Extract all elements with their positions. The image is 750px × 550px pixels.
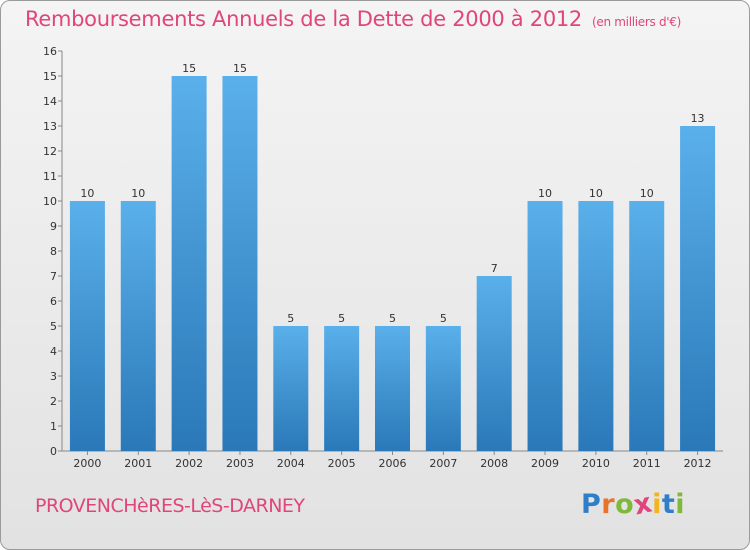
logo-letter: i [675,489,686,520]
bar [222,76,258,451]
y-tick-label: 9 [50,220,57,233]
y-tick-label: 15 [43,70,57,83]
logo-letter: i [652,489,662,520]
bar-value-label: 5 [440,312,447,325]
logo-letter: o [615,489,635,520]
chart-title-text: Remboursements Annuels de la Dette de 20… [25,7,582,31]
x-tick-label: 2005 [328,457,356,470]
y-tick-label: 5 [50,320,57,333]
x-tick-label: 2000 [73,457,101,470]
logo-letter: P [581,489,602,520]
logo-letter: r [601,489,616,520]
y-tick-label: 0 [50,445,57,458]
y-tick-label: 8 [50,245,57,258]
y-tick-label: 3 [50,370,57,383]
x-tick-label: 2004 [277,457,305,470]
logo-letter: t [661,489,676,520]
bar-value-label: 10 [640,187,654,200]
x-tick-label: 2012 [684,457,712,470]
bar [171,76,207,451]
bar-value-label: 10 [131,187,145,200]
x-tick-label: 2001 [124,457,152,470]
chart-subtitle: (en milliers d'€) [592,15,682,29]
y-tick-label: 7 [50,270,57,283]
y-tick-label: 1 [50,420,57,433]
commune-name: PROVENCHèRES-LèS-DARNEY [35,495,305,517]
x-tick-label: 2008 [480,457,508,470]
bar-value-label: 15 [233,62,247,75]
x-tick-label: 2003 [226,457,254,470]
bar [324,326,360,451]
x-tick-label: 2010 [582,457,610,470]
x-tick-label: 2011 [633,457,661,470]
bar [273,326,309,451]
proxiti-logo: Proxiti [581,487,686,521]
y-tick-label: 4 [50,345,57,358]
y-tick-label: 6 [50,295,57,308]
bar [629,201,665,451]
x-tick-label: 2007 [429,457,457,470]
bar-value-label: 10 [538,187,552,200]
y-tick-label: 2 [50,395,57,408]
chart-title: Remboursements Annuels de la Dette de 20… [25,7,681,31]
x-tick-label: 2002 [175,457,203,470]
bar-value-label: 5 [389,312,396,325]
bar [375,326,410,451]
y-tick-label: 14 [43,95,57,108]
y-tick-label: 11 [43,170,57,183]
bar-value-label: 10 [80,187,94,200]
bar [476,276,512,451]
y-tick-label: 16 [43,45,57,58]
y-tick-label: 13 [43,120,57,133]
bar-value-label: 10 [589,187,603,200]
bar-value-label: 7 [491,262,498,275]
bar [578,201,614,451]
bar-value-label: 5 [338,312,345,325]
bar [69,201,105,451]
bar-value-label: 5 [287,312,294,325]
bar-value-label: 13 [691,112,705,125]
bar [425,326,461,451]
bar [120,201,156,451]
x-tick-label: 2006 [379,457,407,470]
bar [527,201,563,451]
y-tick-label: 12 [43,145,57,158]
bar-value-label: 15 [182,62,196,75]
x-tick-label: 2009 [531,457,559,470]
y-tick-label: 10 [43,195,57,208]
bar [680,126,716,451]
